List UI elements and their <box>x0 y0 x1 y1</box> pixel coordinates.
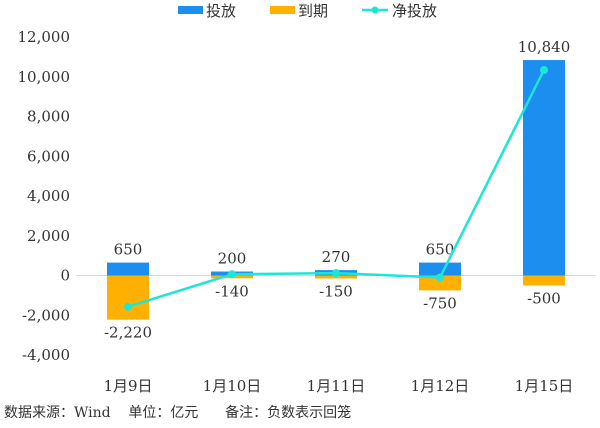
x-tick-label: 1月15日 <box>515 377 574 395</box>
legend-label: 投放 <box>206 2 236 20</box>
net-release-point <box>436 273 444 282</box>
y-tick-label: 6,000 <box>27 147 70 165</box>
bar-maturity <box>523 275 565 286</box>
data-label: 270 <box>322 248 351 266</box>
legend-label: 净投放 <box>392 2 437 20</box>
bar-release <box>419 262 461 276</box>
bar-maturity <box>107 275 149 320</box>
bar-maturity <box>419 275 461 291</box>
y-tick-label: 0 <box>60 267 70 285</box>
y-tick-label: 12,000 <box>18 28 71 46</box>
data-label: 650 <box>114 241 143 259</box>
y-tick-label: 10,000 <box>18 68 71 86</box>
legend-swatch <box>270 6 295 14</box>
data-label: -140 <box>215 282 249 300</box>
data-label: 10,840 <box>518 38 571 56</box>
legend-swatch <box>178 6 203 14</box>
y-tick-label: -2,000 <box>22 306 70 324</box>
y-tick-label: -4,000 <box>22 346 70 364</box>
data-label: -500 <box>527 289 561 307</box>
x-tick-label: 1月10日 <box>203 377 262 395</box>
net-release-point <box>332 269 340 278</box>
y-tick-label: 4,000 <box>27 187 70 205</box>
data-label: -750 <box>423 294 457 312</box>
data-label: -150 <box>319 282 353 300</box>
x-tick-label: 1月11日 <box>307 377 366 395</box>
x-tick-label: 1月12日 <box>411 377 470 395</box>
net-release-point <box>228 270 236 279</box>
net-release-point <box>540 65 548 74</box>
y-tick-label: 2,000 <box>27 227 70 245</box>
bar-release <box>523 60 565 276</box>
y-tick-label: 8,000 <box>27 108 70 126</box>
x-tick-label: 1月9日 <box>103 377 152 395</box>
net-release-point <box>124 302 132 311</box>
bar-release <box>107 262 149 276</box>
data-label: -2,220 <box>104 324 152 342</box>
data-label: 650 <box>426 241 455 259</box>
data-label: 200 <box>218 250 247 268</box>
legend-marker <box>371 6 379 14</box>
footer-note: 数据来源：Wind 单位：亿元 备注：负数表示回笼 <box>4 405 352 421</box>
legend-label: 到期 <box>298 2 328 20</box>
